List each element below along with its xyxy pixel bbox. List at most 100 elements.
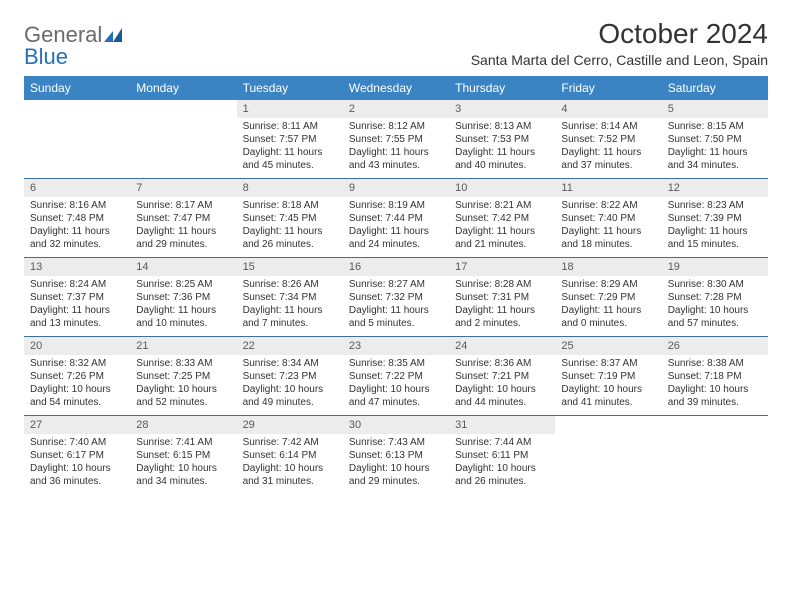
day-cell: 31Sunrise: 7:44 AMSunset: 6:11 PMDayligh… xyxy=(449,416,555,494)
day-line-d1: Daylight: 10 hours xyxy=(455,462,549,475)
day-cell: 9Sunrise: 8:19 AMSunset: 7:44 PMDaylight… xyxy=(343,179,449,257)
day-line-d2: and 47 minutes. xyxy=(349,396,443,409)
day-line-d1: Daylight: 10 hours xyxy=(668,304,762,317)
day-line-sunrise: Sunrise: 8:26 AM xyxy=(243,278,337,291)
day-cell: 6Sunrise: 8:16 AMSunset: 7:48 PMDaylight… xyxy=(24,179,130,257)
day-cell: 29Sunrise: 7:42 AMSunset: 6:14 PMDayligh… xyxy=(237,416,343,494)
day-cell: 26Sunrise: 8:38 AMSunset: 7:18 PMDayligh… xyxy=(662,337,768,415)
day-line-d2: and 29 minutes. xyxy=(349,475,443,488)
day-line-sunrise: Sunrise: 8:13 AM xyxy=(455,120,549,133)
day-header-cell: Tuesday xyxy=(237,76,343,100)
day-line-d1: Daylight: 11 hours xyxy=(349,304,443,317)
day-line-d2: and 31 minutes. xyxy=(243,475,337,488)
title-block: October 2024 Santa Marta del Cerro, Cast… xyxy=(471,18,768,68)
day-header-cell: Sunday xyxy=(24,76,130,100)
day-line-sunrise: Sunrise: 8:18 AM xyxy=(243,199,337,212)
day-number: 28 xyxy=(130,416,236,434)
day-line-sunrise: Sunrise: 8:17 AM xyxy=(136,199,230,212)
day-line-sunrise: Sunrise: 8:38 AM xyxy=(668,357,762,370)
day-line-d2: and 26 minutes. xyxy=(455,475,549,488)
day-line-d2: and 45 minutes. xyxy=(243,159,337,172)
day-cell: . xyxy=(662,416,768,494)
day-line-d1: Daylight: 10 hours xyxy=(30,462,124,475)
day-line-d2: and 41 minutes. xyxy=(561,396,655,409)
day-line-d2: and 44 minutes. xyxy=(455,396,549,409)
day-cell: 28Sunrise: 7:41 AMSunset: 6:15 PMDayligh… xyxy=(130,416,236,494)
day-line-d1: Daylight: 11 hours xyxy=(561,146,655,159)
day-content: Sunrise: 8:15 AMSunset: 7:50 PMDaylight:… xyxy=(662,118,768,176)
day-line-sunset: Sunset: 7:37 PM xyxy=(30,291,124,304)
day-line-sunrise: Sunrise: 8:37 AM xyxy=(561,357,655,370)
day-content: Sunrise: 8:13 AMSunset: 7:53 PMDaylight:… xyxy=(449,118,555,176)
day-line-d1: Daylight: 10 hours xyxy=(455,383,549,396)
day-line-sunset: Sunset: 7:44 PM xyxy=(349,212,443,225)
day-content: Sunrise: 8:34 AMSunset: 7:23 PMDaylight:… xyxy=(237,355,343,413)
day-line-sunrise: Sunrise: 8:30 AM xyxy=(668,278,762,291)
day-content: Sunrise: 8:21 AMSunset: 7:42 PMDaylight:… xyxy=(449,197,555,255)
day-content: Sunrise: 8:35 AMSunset: 7:22 PMDaylight:… xyxy=(343,355,449,413)
day-line-sunrise: Sunrise: 8:23 AM xyxy=(668,199,762,212)
day-content: Sunrise: 8:17 AMSunset: 7:47 PMDaylight:… xyxy=(130,197,236,255)
day-line-sunrise: Sunrise: 8:22 AM xyxy=(561,199,655,212)
day-line-sunrise: Sunrise: 8:24 AM xyxy=(30,278,124,291)
day-cell: 7Sunrise: 8:17 AMSunset: 7:47 PMDaylight… xyxy=(130,179,236,257)
calendar-page: GeneralBlue October 2024 Santa Marta del… xyxy=(0,0,792,494)
day-line-sunset: Sunset: 7:39 PM xyxy=(668,212,762,225)
day-line-d1: Daylight: 10 hours xyxy=(136,462,230,475)
day-header-cell: Saturday xyxy=(662,76,768,100)
page-header: GeneralBlue October 2024 Santa Marta del… xyxy=(24,18,768,68)
day-content: Sunrise: 8:19 AMSunset: 7:44 PMDaylight:… xyxy=(343,197,449,255)
day-line-sunset: Sunset: 7:23 PM xyxy=(243,370,337,383)
day-line-d1: Daylight: 10 hours xyxy=(30,383,124,396)
day-line-sunset: Sunset: 7:55 PM xyxy=(349,133,443,146)
day-content: Sunrise: 8:27 AMSunset: 7:32 PMDaylight:… xyxy=(343,276,449,334)
day-header-cell: Friday xyxy=(555,76,661,100)
day-line-d2: and 29 minutes. xyxy=(136,238,230,251)
day-content: Sunrise: 8:28 AMSunset: 7:31 PMDaylight:… xyxy=(449,276,555,334)
day-line-d2: and 43 minutes. xyxy=(349,159,443,172)
day-number: 7 xyxy=(130,179,236,197)
day-line-d1: Daylight: 11 hours xyxy=(455,146,549,159)
day-line-sunset: Sunset: 7:36 PM xyxy=(136,291,230,304)
day-line-sunset: Sunset: 7:19 PM xyxy=(561,370,655,383)
day-content: Sunrise: 8:24 AMSunset: 7:37 PMDaylight:… xyxy=(24,276,130,334)
day-line-d2: and 5 minutes. xyxy=(349,317,443,330)
day-line-sunrise: Sunrise: 8:28 AM xyxy=(455,278,549,291)
day-number: 9 xyxy=(343,179,449,197)
day-line-sunset: Sunset: 6:13 PM xyxy=(349,449,443,462)
day-cell: 14Sunrise: 8:25 AMSunset: 7:36 PMDayligh… xyxy=(130,258,236,336)
day-number: 5 xyxy=(662,100,768,118)
day-line-sunset: Sunset: 6:15 PM xyxy=(136,449,230,462)
day-line-sunset: Sunset: 7:48 PM xyxy=(30,212,124,225)
day-line-sunset: Sunset: 7:42 PM xyxy=(455,212,549,225)
day-header-row: SundayMondayTuesdayWednesdayThursdayFrid… xyxy=(24,76,768,100)
day-content: Sunrise: 8:22 AMSunset: 7:40 PMDaylight:… xyxy=(555,197,661,255)
day-line-sunrise: Sunrise: 8:29 AM xyxy=(561,278,655,291)
day-line-d1: Daylight: 11 hours xyxy=(668,146,762,159)
month-title: October 2024 xyxy=(471,18,768,50)
day-line-sunrise: Sunrise: 7:44 AM xyxy=(455,436,549,449)
day-cell: 22Sunrise: 8:34 AMSunset: 7:23 PMDayligh… xyxy=(237,337,343,415)
day-number: 22 xyxy=(237,337,343,355)
day-header-cell: Thursday xyxy=(449,76,555,100)
day-line-sunset: Sunset: 6:14 PM xyxy=(243,449,337,462)
day-cell: 17Sunrise: 8:28 AMSunset: 7:31 PMDayligh… xyxy=(449,258,555,336)
logo-blue: Blue xyxy=(24,44,68,69)
day-cell: 25Sunrise: 8:37 AMSunset: 7:19 PMDayligh… xyxy=(555,337,661,415)
day-line-d2: and 52 minutes. xyxy=(136,396,230,409)
day-line-sunset: Sunset: 7:52 PM xyxy=(561,133,655,146)
day-number: 24 xyxy=(449,337,555,355)
day-line-sunrise: Sunrise: 8:15 AM xyxy=(668,120,762,133)
day-content: Sunrise: 8:32 AMSunset: 7:26 PMDaylight:… xyxy=(24,355,130,413)
day-number: 13 xyxy=(24,258,130,276)
day-line-sunrise: Sunrise: 8:16 AM xyxy=(30,199,124,212)
day-number: 11 xyxy=(555,179,661,197)
day-cell: 12Sunrise: 8:23 AMSunset: 7:39 PMDayligh… xyxy=(662,179,768,257)
day-line-d1: Daylight: 10 hours xyxy=(561,383,655,396)
day-line-d2: and 39 minutes. xyxy=(668,396,762,409)
day-line-sunset: Sunset: 7:22 PM xyxy=(349,370,443,383)
day-line-d1: Daylight: 10 hours xyxy=(349,383,443,396)
day-cell: 8Sunrise: 8:18 AMSunset: 7:45 PMDaylight… xyxy=(237,179,343,257)
day-number: 18 xyxy=(555,258,661,276)
day-line-sunset: Sunset: 7:31 PM xyxy=(455,291,549,304)
